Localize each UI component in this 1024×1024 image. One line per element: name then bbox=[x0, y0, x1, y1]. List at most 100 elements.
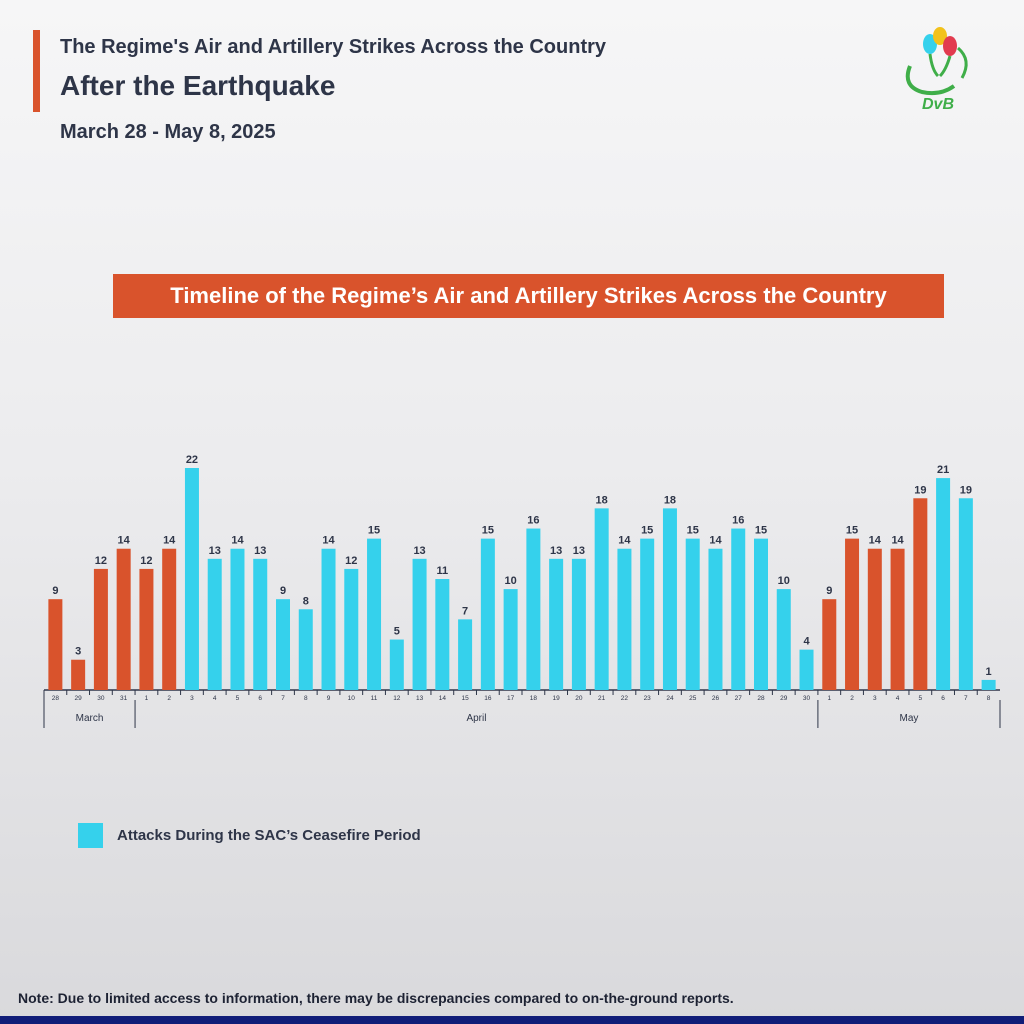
bar bbox=[230, 548, 245, 690]
x-tick-label: 12 bbox=[393, 695, 401, 702]
bar bbox=[93, 568, 108, 690]
x-tick-label: 5 bbox=[236, 695, 240, 702]
x-tick-label: 10 bbox=[348, 695, 356, 702]
bar bbox=[526, 528, 541, 690]
bar bbox=[162, 548, 177, 690]
bar bbox=[276, 599, 290, 690]
data-label: 12 bbox=[345, 555, 357, 567]
data-label: 15 bbox=[687, 525, 699, 537]
bar bbox=[253, 558, 268, 690]
data-label: 14 bbox=[869, 535, 882, 547]
title-line-2: After the Earthquake bbox=[60, 70, 336, 101]
data-label: 22 bbox=[186, 454, 198, 466]
data-label: 8 bbox=[303, 595, 309, 607]
x-tick-label: 28 bbox=[52, 695, 60, 702]
bar bbox=[480, 538, 495, 690]
logo-text: DvB bbox=[921, 96, 954, 113]
x-tick-label: 1 bbox=[827, 695, 831, 702]
bar bbox=[662, 508, 677, 690]
bar bbox=[435, 579, 450, 690]
bar bbox=[708, 548, 723, 690]
bar bbox=[799, 649, 814, 690]
data-label: 14 bbox=[322, 535, 335, 547]
x-tick-label: 18 bbox=[530, 695, 538, 702]
x-tick-label: 7 bbox=[281, 695, 285, 702]
x-tick-label: 31 bbox=[120, 695, 128, 702]
data-label: 13 bbox=[413, 545, 425, 557]
x-tick-label: 14 bbox=[439, 695, 447, 702]
x-tick-label: 27 bbox=[735, 695, 743, 702]
x-tick-label: 1 bbox=[145, 695, 149, 702]
bar bbox=[754, 538, 768, 690]
x-tick-label: 13 bbox=[416, 695, 424, 702]
data-label: 14 bbox=[118, 535, 131, 547]
x-tick-label: 6 bbox=[941, 695, 945, 702]
data-label: 12 bbox=[95, 555, 107, 567]
data-label: 18 bbox=[664, 494, 676, 506]
x-tick-label: 4 bbox=[896, 695, 900, 702]
bar bbox=[776, 589, 791, 690]
bar bbox=[207, 558, 222, 690]
bar bbox=[139, 568, 154, 690]
bar bbox=[867, 548, 882, 690]
x-tick-label: 26 bbox=[712, 695, 720, 702]
month-label: March bbox=[76, 713, 104, 724]
bar bbox=[890, 548, 905, 690]
data-label: 18 bbox=[596, 494, 608, 506]
bar bbox=[298, 609, 313, 690]
date-range: March 28 - May 8, 2025 bbox=[60, 121, 276, 143]
month-label: April bbox=[466, 713, 486, 724]
bar bbox=[503, 589, 518, 690]
chart-title: Timeline of the Regime’s Air and Artille… bbox=[113, 274, 944, 318]
x-tick-label: 28 bbox=[757, 695, 765, 702]
bar bbox=[981, 679, 996, 690]
data-label: 15 bbox=[846, 525, 858, 537]
data-label: 19 bbox=[914, 484, 926, 496]
dvb-logo-icon: DvB bbox=[900, 26, 976, 118]
x-tick-label: 23 bbox=[644, 695, 652, 702]
x-tick-label: 2 bbox=[850, 695, 854, 702]
data-label: 13 bbox=[550, 545, 562, 557]
x-tick-label: 6 bbox=[258, 695, 262, 702]
bar bbox=[458, 619, 473, 690]
data-label: 14 bbox=[891, 535, 904, 547]
data-label: 7 bbox=[462, 605, 468, 617]
data-label: 12 bbox=[140, 555, 152, 567]
bar bbox=[367, 538, 382, 690]
x-tick-label: 8 bbox=[987, 695, 991, 702]
bar bbox=[822, 599, 837, 690]
data-label: 9 bbox=[826, 585, 832, 597]
bar bbox=[731, 528, 746, 690]
data-label: 15 bbox=[368, 525, 380, 537]
data-label: 11 bbox=[437, 565, 449, 577]
x-tick-label: 2 bbox=[167, 695, 171, 702]
bar bbox=[685, 538, 700, 690]
data-label: 13 bbox=[209, 545, 221, 557]
x-tick-label: 5 bbox=[919, 695, 923, 702]
data-label: 14 bbox=[618, 535, 631, 547]
bar bbox=[617, 548, 632, 690]
bar bbox=[640, 538, 655, 690]
data-label: 19 bbox=[960, 484, 972, 496]
footer-bar bbox=[0, 1016, 1024, 1024]
x-tick-label: 29 bbox=[780, 695, 788, 702]
x-tick-label: 30 bbox=[97, 695, 105, 702]
x-tick-label: 25 bbox=[689, 695, 697, 702]
bar bbox=[594, 508, 609, 690]
bar bbox=[48, 599, 63, 690]
bar-chart: 9283291230143112114222313414513697881491… bbox=[43, 454, 1001, 728]
data-label: 15 bbox=[482, 525, 494, 537]
title-accent-bar bbox=[33, 30, 40, 112]
data-label: 16 bbox=[527, 515, 539, 527]
data-label: 5 bbox=[394, 626, 400, 638]
bar bbox=[344, 568, 359, 690]
x-tick-label: 24 bbox=[666, 695, 674, 702]
bar bbox=[184, 468, 199, 690]
data-label: 10 bbox=[504, 575, 516, 587]
data-label: 9 bbox=[52, 585, 58, 597]
bar bbox=[389, 639, 404, 690]
bar bbox=[571, 558, 586, 690]
bar bbox=[936, 478, 951, 690]
data-label: 14 bbox=[709, 535, 722, 547]
data-label: 10 bbox=[778, 575, 790, 587]
